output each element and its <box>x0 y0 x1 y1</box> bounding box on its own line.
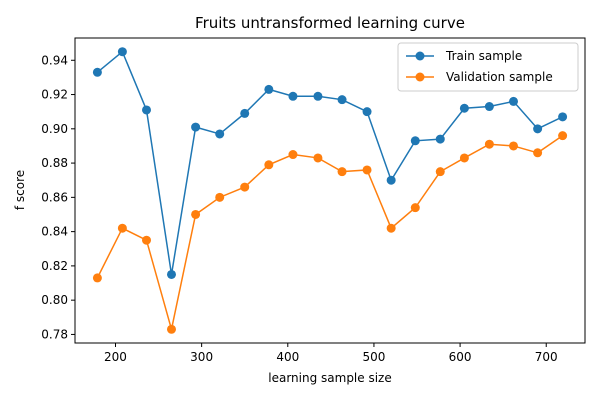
data-point-train <box>240 108 250 118</box>
data-point-validation <box>92 273 102 283</box>
y-tick-label: 0.94 <box>41 53 68 67</box>
data-point-train <box>215 129 225 139</box>
data-point-train <box>362 107 372 117</box>
data-point-validation <box>533 148 543 158</box>
x-tick-label: 700 <box>535 350 558 364</box>
data-point-train <box>410 136 420 146</box>
data-point-train <box>386 175 396 185</box>
data-point-validation <box>142 235 152 245</box>
data-point-validation <box>558 131 568 141</box>
data-point-validation <box>240 182 250 192</box>
series-line-validation <box>96 135 564 330</box>
data-point-validation <box>166 324 176 334</box>
y-tick-label: 0.92 <box>41 88 68 102</box>
data-point-validation <box>264 160 274 170</box>
data-point-train <box>117 47 127 57</box>
data-point-train <box>92 67 102 77</box>
x-tick-label: 300 <box>190 350 213 364</box>
data-point-validation <box>288 150 298 160</box>
y-tick-label: 0.82 <box>41 259 68 273</box>
data-point-train <box>337 95 347 105</box>
data-point-train <box>459 103 469 113</box>
data-point-train <box>533 124 543 134</box>
plot-area-frame <box>74 37 586 344</box>
legend-marker-train <box>415 51 425 61</box>
x-tick-label: 600 <box>449 350 472 364</box>
data-point-validation <box>191 209 201 219</box>
legend-label-train: Train sample <box>445 49 522 63</box>
legend-label-validation: Validation sample <box>446 70 553 84</box>
data-point-train <box>191 122 201 132</box>
x-tick-label: 500 <box>362 350 385 364</box>
data-point-train <box>435 134 445 144</box>
data-point-train <box>313 91 323 101</box>
chart-title: Fruits untransformed learning curve <box>195 14 465 32</box>
data-point-validation <box>117 223 127 233</box>
y-tick-label: 0.78 <box>41 327 68 341</box>
legend-marker-validation <box>415 72 425 82</box>
data-point-train <box>288 91 298 101</box>
data-point-train <box>484 102 494 112</box>
y-axis-ticks: 0.78 0.80 0.82 0.84 0.86 0.88 0.90 0.92 0.94 <box>41 53 75 341</box>
x-tick-label: 200 <box>104 350 127 364</box>
x-tick-label: 400 <box>276 350 299 364</box>
data-point-validation <box>362 165 372 175</box>
y-axis-label: f score <box>13 170 27 210</box>
x-axis-label: learning sample size <box>268 371 391 385</box>
y-tick-label: 0.88 <box>41 156 68 170</box>
legend: Train sample Validation sample <box>397 42 579 92</box>
data-point-validation <box>215 192 225 202</box>
data-point-train <box>264 84 274 94</box>
y-tick-label: 0.80 <box>41 293 68 307</box>
y-tick-label: 0.90 <box>41 122 68 136</box>
y-tick-label: 0.84 <box>41 225 68 239</box>
data-point-validation <box>313 153 323 163</box>
data-point-validation <box>337 167 347 177</box>
data-point-train <box>508 96 518 106</box>
x-axis-ticks: 300 400 500 600 700 200 <box>104 343 558 364</box>
data-point-validation <box>484 139 494 149</box>
data-point-train <box>558 112 568 122</box>
data-point-validation <box>508 141 518 151</box>
data-point-validation <box>459 153 469 163</box>
data-point-validation <box>386 223 396 233</box>
data-point-train <box>142 105 152 115</box>
series-layer <box>92 47 568 334</box>
y-tick-label: 0.86 <box>41 190 68 204</box>
data-point-validation <box>410 203 420 213</box>
data-point-validation <box>435 167 445 177</box>
data-point-train <box>166 269 176 279</box>
legend-box <box>397 42 579 92</box>
